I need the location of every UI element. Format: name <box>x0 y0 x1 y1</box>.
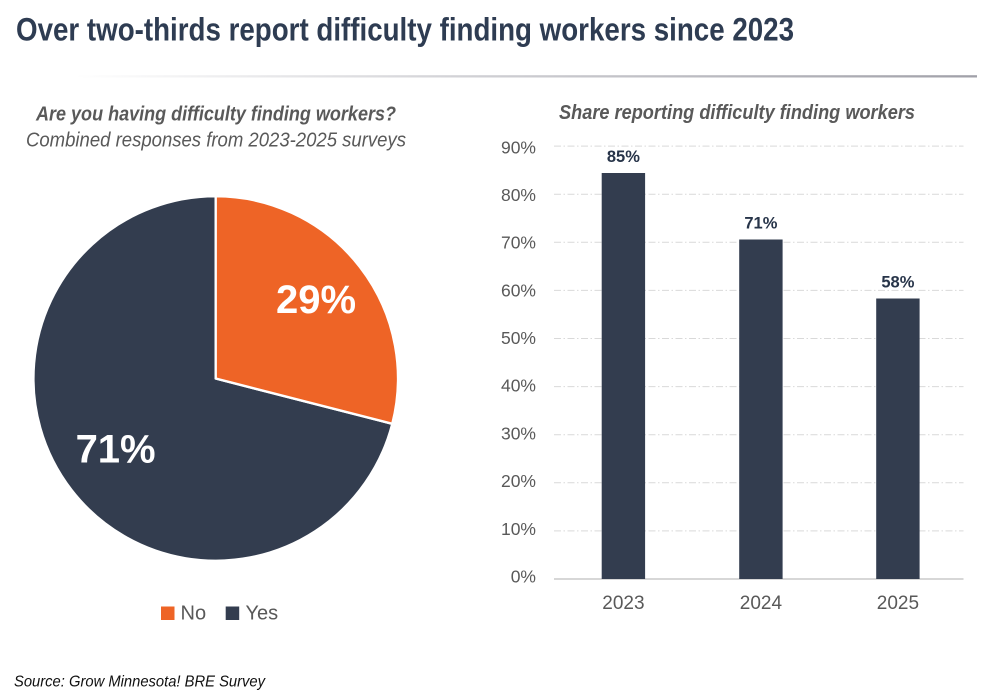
svg-text:80%: 80% <box>501 185 536 205</box>
svg-text:2023: 2023 <box>602 593 644 614</box>
svg-text:Are you having difficulty find: Are you having difficulty finding worker… <box>35 104 396 126</box>
svg-text:Share reporting difficulty fin: Share reporting difficulty finding worke… <box>559 102 915 124</box>
svg-text:29%: 29% <box>276 278 356 322</box>
svg-text:Source: Grow Minnesota! BRE Su: Source: Grow Minnesota! BRE Survey <box>14 674 266 691</box>
svg-text:60%: 60% <box>501 280 536 300</box>
svg-text:40%: 40% <box>501 376 536 396</box>
svg-text:0%: 0% <box>511 567 536 587</box>
svg-text:Combined responses from 2023-2: Combined responses from 2023-2025 survey… <box>26 130 406 152</box>
svg-text:10%: 10% <box>501 519 536 539</box>
svg-text:70%: 70% <box>501 233 536 253</box>
svg-text:30%: 30% <box>501 423 536 443</box>
svg-text:Over two-thirds report difficu: Over two-thirds report difficulty findin… <box>16 12 794 48</box>
svg-text:50%: 50% <box>501 328 536 348</box>
svg-text:71%: 71% <box>744 215 777 233</box>
svg-text:Yes: Yes <box>246 603 279 625</box>
svg-text:85%: 85% <box>607 148 640 166</box>
svg-text:2025: 2025 <box>877 593 919 614</box>
svg-text:No: No <box>181 603 207 625</box>
svg-text:20%: 20% <box>501 471 536 491</box>
svg-text:71%: 71% <box>76 428 156 472</box>
svg-text:58%: 58% <box>881 274 914 292</box>
svg-text:2024: 2024 <box>740 593 783 614</box>
svg-text:90%: 90% <box>501 137 536 157</box>
